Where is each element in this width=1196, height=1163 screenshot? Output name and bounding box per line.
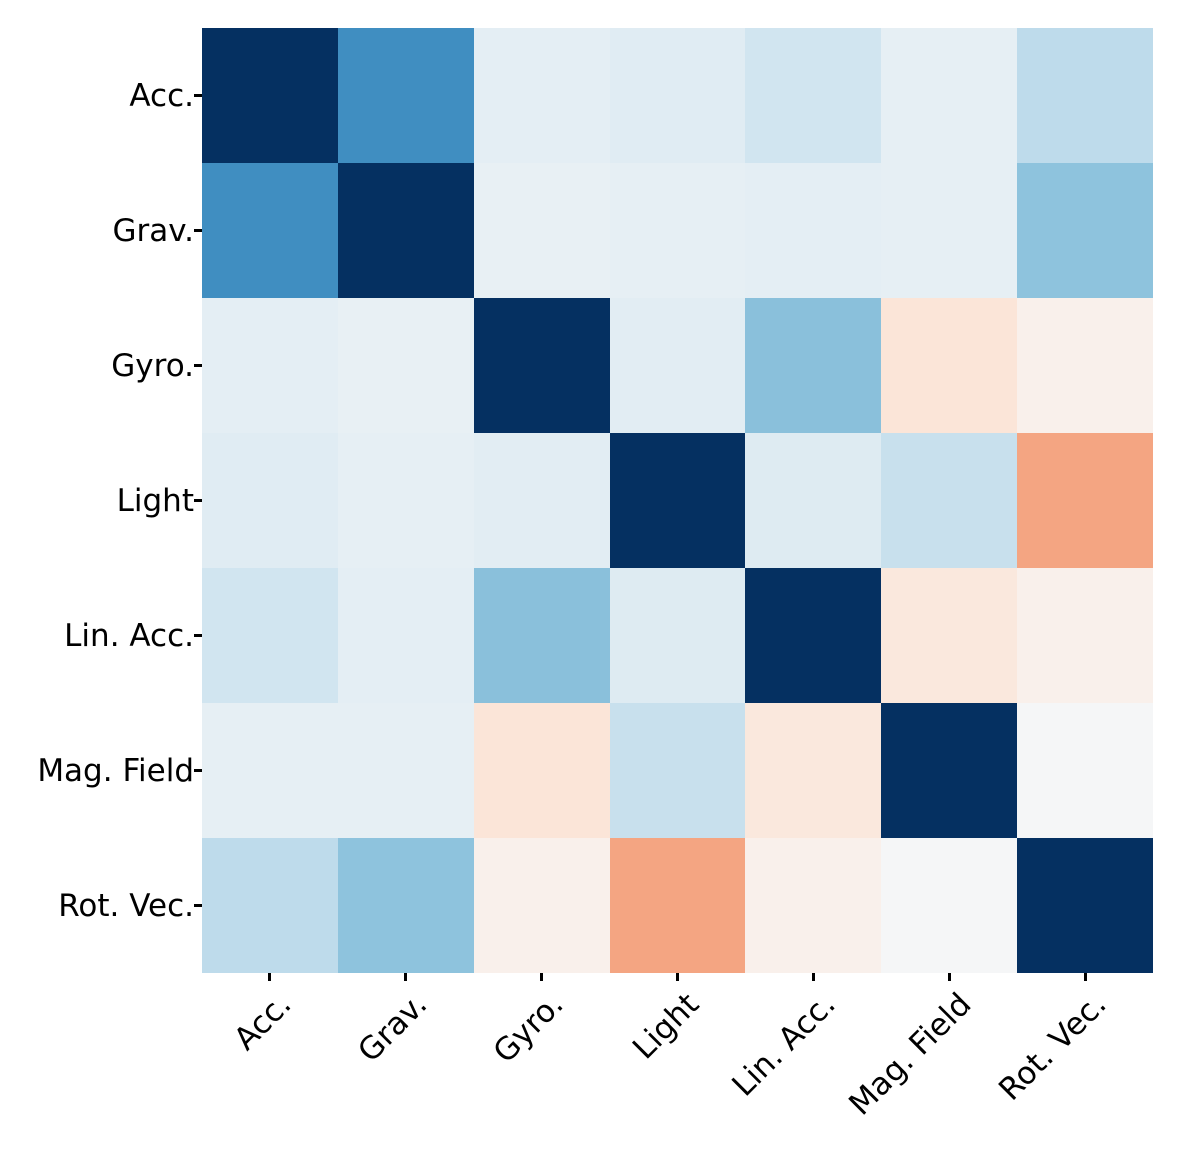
heatmap-grid bbox=[202, 28, 1153, 973]
heatmap-cell bbox=[609, 838, 746, 973]
x-tick-label: Acc. bbox=[227, 986, 299, 1058]
heatmap-cell bbox=[881, 163, 1018, 298]
heatmap-cell bbox=[1017, 163, 1153, 298]
x-tick-label: Grav. bbox=[351, 986, 435, 1070]
x-tick-label: Lin. Acc. bbox=[724, 986, 843, 1104]
heatmap-cell bbox=[1017, 703, 1153, 838]
heatmap-cell bbox=[473, 568, 610, 703]
heatmap-cell bbox=[1017, 433, 1153, 568]
x-tick-mark bbox=[811, 973, 815, 981]
x-tick-label: Light bbox=[626, 986, 707, 1067]
x-tick-mark bbox=[540, 973, 544, 981]
heatmap-cell bbox=[473, 838, 610, 973]
y-tick-mark bbox=[194, 94, 202, 97]
heatmap-cell bbox=[881, 28, 1018, 163]
heatmap-cell bbox=[473, 433, 610, 568]
heatmap-cell bbox=[609, 568, 746, 703]
heatmap-cell bbox=[745, 568, 882, 703]
y-tick-label: Light bbox=[116, 482, 194, 519]
y-tick-label: Gyro. bbox=[111, 347, 194, 384]
heatmap-cell bbox=[745, 703, 882, 838]
heatmap-cell bbox=[881, 298, 1018, 433]
y-tick-mark bbox=[194, 634, 202, 637]
heatmap-cell bbox=[202, 568, 338, 703]
heatmap-cell bbox=[202, 838, 338, 973]
heatmap-cell bbox=[745, 838, 882, 973]
heatmap-cell bbox=[609, 703, 746, 838]
heatmap-cell bbox=[745, 433, 882, 568]
y-tick-mark bbox=[194, 499, 202, 502]
heatmap-cell bbox=[745, 28, 882, 163]
x-tick-mark bbox=[676, 973, 679, 981]
heatmap-cell bbox=[337, 163, 474, 298]
heatmap-cell bbox=[609, 433, 746, 568]
heatmap-cell bbox=[202, 433, 338, 568]
heatmap-cell bbox=[1017, 568, 1153, 703]
x-tick-mark bbox=[947, 973, 951, 981]
x-tick-label: Rot. Vec. bbox=[992, 986, 1114, 1108]
heatmap-cell bbox=[473, 703, 610, 838]
y-tick-mark bbox=[194, 904, 202, 907]
y-tick-mark bbox=[194, 769, 202, 772]
heatmap-cell bbox=[473, 28, 610, 163]
heatmap-cell bbox=[337, 703, 474, 838]
y-tick-label: Acc. bbox=[129, 77, 194, 114]
y-tick-label: Grav. bbox=[112, 212, 194, 249]
x-tick-mark bbox=[404, 973, 408, 981]
y-tick-mark bbox=[194, 364, 202, 367]
heatmap-cell bbox=[202, 28, 338, 163]
heatmap-cell bbox=[745, 298, 882, 433]
y-tick-label: Rot. Vec. bbox=[58, 887, 194, 924]
x-tick-label: Gyro. bbox=[486, 986, 571, 1071]
heatmap-cell bbox=[609, 28, 746, 163]
heatmap-cell bbox=[1017, 298, 1153, 433]
x-tick-mark bbox=[1083, 973, 1087, 981]
heatmap-cell bbox=[337, 433, 474, 568]
heatmap-cell bbox=[337, 28, 474, 163]
heatmap-cell bbox=[202, 298, 338, 433]
heatmap-cell bbox=[1017, 28, 1153, 163]
y-tick-label: Lin. Acc. bbox=[64, 617, 194, 654]
heatmap-cell bbox=[473, 163, 610, 298]
heatmap-cell bbox=[202, 703, 338, 838]
heatmap-cell bbox=[337, 298, 474, 433]
heatmap-cell bbox=[1017, 838, 1153, 973]
heatmap-cell bbox=[202, 163, 338, 298]
heatmap-cell bbox=[881, 433, 1018, 568]
heatmap-cell bbox=[609, 298, 746, 433]
heatmap-cell bbox=[473, 298, 610, 433]
x-tick-mark bbox=[268, 973, 272, 981]
heatmap-cell bbox=[609, 163, 746, 298]
y-tick-label: Mag. Field bbox=[37, 752, 194, 789]
heatmap-cell bbox=[881, 838, 1018, 973]
heatmap-cell bbox=[881, 703, 1018, 838]
y-tick-mark bbox=[194, 229, 202, 232]
x-tick-label: Mag. Field bbox=[841, 986, 978, 1123]
heatmap-cell bbox=[337, 838, 474, 973]
heatmap-cell bbox=[881, 568, 1018, 703]
heatmap-cell bbox=[745, 163, 882, 298]
heatmap-cell bbox=[337, 568, 474, 703]
